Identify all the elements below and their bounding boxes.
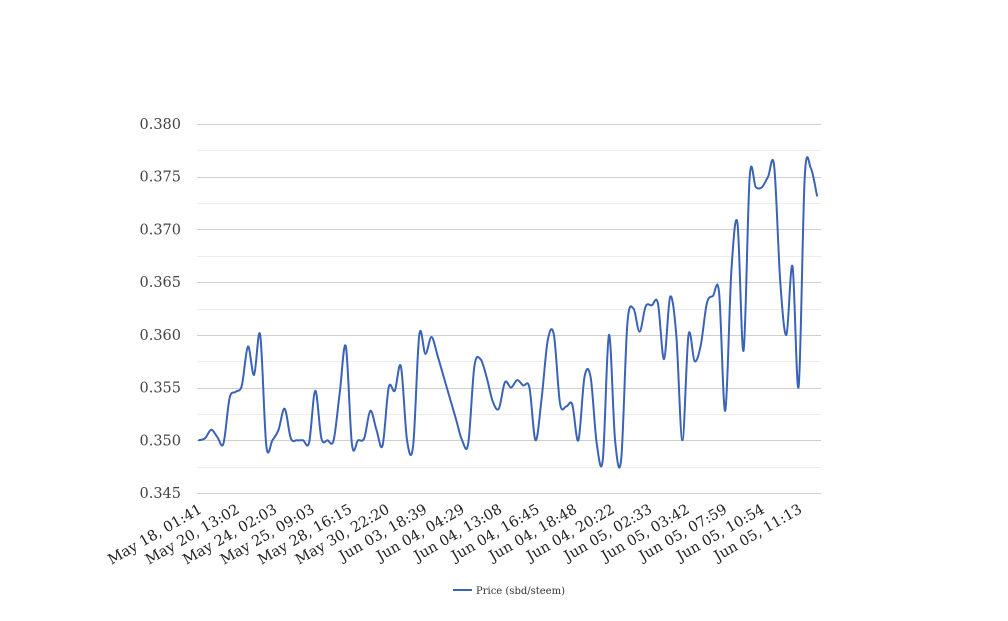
y-tick-label: 0.380 (139, 117, 181, 133)
series-line-price (198, 156, 818, 469)
legend: Price (sbd/steem) (453, 586, 565, 597)
y-tick-label: 0.360 (139, 328, 181, 344)
gridlines (197, 124, 821, 494)
y-tick-label: 0.370 (139, 222, 181, 238)
y-axis: 0.345 0.350 0.355 0.360 0.365 0.370 0.375 0.380 (139, 117, 181, 502)
y-tick-label: 0.355 (139, 381, 181, 397)
legend-label: Price (sbd/steem) (476, 586, 565, 597)
series-layer (198, 156, 818, 469)
y-tick-label: 0.345 (139, 486, 181, 502)
y-tick-label: 0.350 (139, 433, 181, 449)
y-tick-label: 0.365 (139, 275, 181, 291)
y-tick-label: 0.375 (139, 170, 181, 186)
